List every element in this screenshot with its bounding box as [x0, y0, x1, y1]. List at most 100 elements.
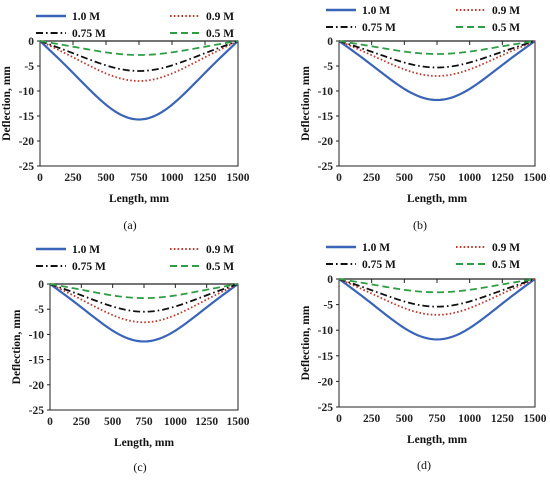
legend-label: 0.75 M [72, 261, 106, 273]
x-tick-label: 750 [135, 416, 153, 428]
plot-frame [39, 40, 239, 167]
y-axis-label: Deflection, mm [1, 66, 13, 141]
legend-label: 0.5 M [206, 261, 234, 273]
x-tick-label: 1000 [161, 172, 184, 184]
chart-panel-a: 0-5-10-15-20-250 250 500 750 1000 1250 1500Len… [1, 11, 250, 232]
x-tick-label: 250 [64, 172, 82, 184]
y-tick-label: -10 [19, 86, 35, 98]
series-line-0-5-M [338, 40, 536, 55]
legend-label: 0.5 M [492, 22, 520, 34]
series-line-1-0-M [338, 40, 536, 102]
y-tick-label: 0 [38, 279, 44, 291]
x-tick-label: 1500 [524, 172, 547, 184]
chart-panel-b: 0-5-10-15-20-250 250 500 750 1000 1250 1500Len… [300, 5, 547, 232]
y-tick-label: -15 [19, 111, 35, 123]
legend-label: 1.0 M [72, 11, 100, 23]
y-axis-label: Deflection, mm [300, 66, 312, 141]
x-axis-label: Length, mm [109, 193, 169, 205]
plot-frame [338, 278, 536, 408]
x-tick-label: 0 [37, 172, 43, 184]
y-tick-label: 0 [28, 36, 34, 48]
y-tick-label: -10 [318, 325, 334, 337]
y-tick-label: -5 [34, 304, 44, 316]
y-tick-label: -25 [318, 402, 334, 414]
panel-caption: (d) [417, 458, 431, 472]
x-tick-label: 1500 [524, 413, 547, 425]
x-tick-label: 1000 [458, 413, 481, 425]
y-axis-label: Deflection, mm [11, 309, 23, 384]
series-line-1-0-M [338, 278, 536, 341]
series-line-0-9-M [338, 40, 536, 77]
x-tick-label: 1000 [164, 416, 187, 428]
legend-label: 0.5 M [206, 28, 234, 40]
x-tick-label: 1250 [491, 413, 514, 425]
chart-panel-d: 0-5-10-15-20-250 250 500 750 1000 1250 1500Len… [300, 242, 547, 472]
x-tick-label: 0 [336, 413, 342, 425]
x-tick-label: 500 [97, 172, 115, 184]
legend-label: 0.75 M [72, 28, 106, 40]
series-line-0-75-M [338, 278, 536, 308]
x-tick-label: 250 [363, 172, 381, 184]
legend-label: 0.75 M [362, 259, 396, 271]
legend-label: 0.9 M [206, 11, 234, 23]
x-axis-label: Length, mm [407, 193, 467, 205]
x-tick-label: 1250 [491, 172, 514, 184]
legend-label: 1.0 M [72, 244, 100, 256]
x-tick-label: 500 [396, 413, 414, 425]
y-tick-label: -20 [29, 380, 45, 392]
y-axis-label: Deflection, mm [300, 305, 312, 380]
legend-label: 1.0 M [362, 242, 390, 254]
y-tick-label: -20 [318, 136, 334, 148]
series-line-1-0-M [39, 40, 239, 121]
x-tick-label: 1250 [195, 416, 218, 428]
panel-caption: (b) [413, 218, 427, 232]
x-tick-label: 250 [73, 416, 91, 428]
x-tick-label: 1250 [194, 172, 217, 184]
legend-label: 0.5 M [492, 259, 520, 271]
x-tick-label: 250 [363, 413, 381, 425]
y-tick-label: 0 [327, 274, 333, 286]
x-tick-label: 1500 [227, 416, 250, 428]
y-tick-label: -5 [323, 300, 333, 312]
y-tick-label: -5 [323, 61, 333, 73]
x-tick-label: 1000 [458, 172, 481, 184]
y-tick-label: 0 [327, 36, 333, 48]
y-tick-label: -15 [318, 111, 334, 123]
x-tick-label: 0 [336, 172, 342, 184]
panel-caption: (c) [133, 460, 146, 474]
legend-label: 0.9 M [492, 5, 520, 17]
x-tick-label: 1500 [227, 172, 250, 184]
panel-caption: (a) [123, 218, 136, 232]
series-line-0-9-M [39, 40, 239, 82]
legend-label: 0.75 M [362, 22, 396, 34]
y-tick-label: -25 [19, 161, 35, 173]
series-line-0-75-M [338, 40, 536, 69]
y-tick-label: -15 [318, 351, 334, 363]
y-tick-label: -15 [29, 355, 45, 367]
x-tick-label: 500 [396, 172, 414, 184]
x-tick-label: 750 [428, 172, 446, 184]
x-tick-label: 0 [47, 416, 53, 428]
y-tick-label: -10 [29, 329, 45, 341]
series-line-0-9-M [49, 283, 239, 324]
plot-frame [338, 40, 536, 167]
series-line-1-0-M [49, 283, 239, 343]
chart-panel-c: 0-5-10-15-20-250 250 500 750 1000 1250 1500Len… [11, 244, 250, 474]
plot-frame [49, 283, 239, 411]
y-tick-label: -20 [19, 136, 35, 148]
legend-label: 1.0 M [362, 5, 390, 17]
x-axis-label: Length, mm [114, 437, 174, 449]
series-line-0-5-M [338, 278, 536, 294]
x-tick-label: 500 [104, 416, 122, 428]
x-tick-label: 750 [428, 413, 446, 425]
series-line-0-75-M [39, 40, 239, 72]
y-tick-label: -20 [318, 376, 334, 388]
series-line-0-5-M [39, 40, 239, 56]
y-tick-label: -25 [29, 405, 45, 417]
y-tick-label: -10 [318, 86, 334, 98]
series-line-0-9-M [338, 278, 536, 316]
legend-label: 0.9 M [206, 244, 234, 256]
series-line-0-75-M [49, 283, 239, 313]
x-tick-label: 750 [130, 172, 148, 184]
